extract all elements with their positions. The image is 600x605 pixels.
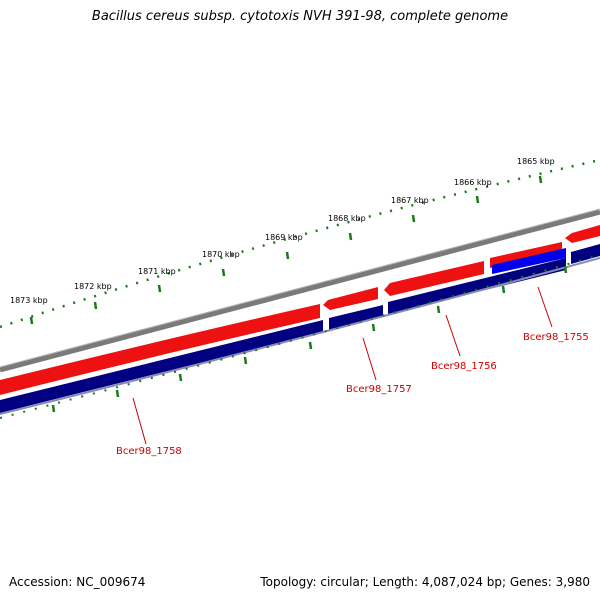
gene-arrow-bcer98-1756-fwd xyxy=(384,261,484,296)
gene-label-bcer98-1756: Bcer98_1756 xyxy=(431,361,497,372)
genome-backbone xyxy=(0,209,600,373)
tick-label: 1868 kbp xyxy=(328,214,366,223)
tick-label: 1866 kbp xyxy=(454,178,492,187)
gene-bar-bcer98-1758 xyxy=(0,320,323,413)
gene-bar-bcer98-1757 xyxy=(329,305,383,330)
tick-label: 1867 kbp xyxy=(391,196,429,205)
tick-label: 1872 kbp xyxy=(74,282,112,291)
tick-label: 1869 kbp xyxy=(265,233,303,242)
leader-bcer98-1755 xyxy=(537,286,553,328)
major-ticks xyxy=(29,175,543,325)
tick-label: 1871 kbp xyxy=(138,267,176,276)
tick-label: 1870 kbp xyxy=(202,250,240,259)
inner-major-ticks xyxy=(51,265,568,413)
gene-bar-next xyxy=(571,244,600,264)
forward-strand-genes xyxy=(0,225,600,395)
tick-label: 1873 kbp xyxy=(10,296,48,305)
gene-labels: Bcer98_1758 Bcer98_1757 Bcer98_1756 Bcer… xyxy=(116,286,589,457)
leader-bcer98-1756 xyxy=(445,314,461,357)
leader-bcer98-1758 xyxy=(132,397,147,445)
reverse-strand-shadow xyxy=(0,257,600,415)
gene-label-bcer98-1757: Bcer98_1757 xyxy=(346,384,412,395)
genome-backbone-highlight xyxy=(0,208,600,368)
gene-arrow-bcer98-1757-fwd xyxy=(323,287,378,310)
reverse-strand-genes xyxy=(0,244,600,415)
outer-scale-dots xyxy=(0,158,600,329)
gene-bar-bcer98-1756 xyxy=(388,258,566,314)
gene-label-bcer98-1758: Bcer98_1758 xyxy=(116,446,182,457)
scale-tick-labels: 1873 kbp 1872 kbp 1871 kbp 1870 kbp 1869… xyxy=(10,157,555,305)
leader-bcer98-1757 xyxy=(362,337,377,381)
map-title: Bacillus cereus subsp. cytotoxis NVH 391… xyxy=(91,9,509,24)
genome-summary: Topology: circular; Length: 4,087,024 bp… xyxy=(260,575,590,589)
gene-bar-bcer98-1755-highlight xyxy=(492,248,566,274)
gene-arrow-bcer98-1758-fwd xyxy=(0,304,320,395)
gene-arrow-next-fwd xyxy=(565,225,600,243)
tick-label: 1865 kbp xyxy=(517,157,555,166)
gene-label-bcer98-1755: Bcer98_1755 xyxy=(523,332,589,343)
accession-label: Accession: NC_009674 xyxy=(9,575,146,589)
